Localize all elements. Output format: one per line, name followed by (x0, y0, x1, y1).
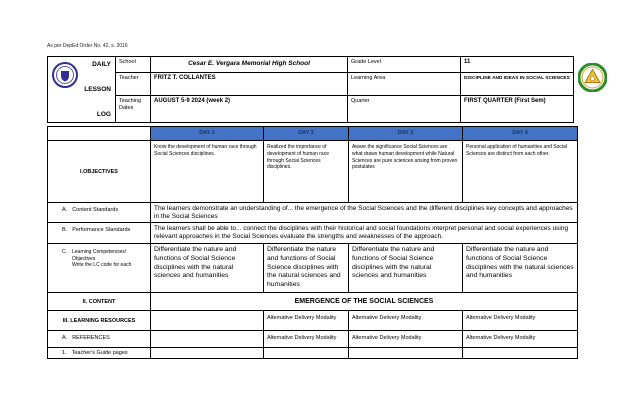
teachers-guide-label: 1. Teacher's Guide pages (48, 348, 151, 359)
competencies-text: Learning Competencies/ Objectives Write … (72, 249, 131, 291)
references-day2: Alternative Delivery Modality (264, 331, 349, 348)
teacher-value: FRITZ T. COLLANTES (151, 73, 348, 96)
competencies-label: C. Learning Competencies/ Objectives Wri… (48, 244, 151, 293)
deped-order-note: As per DepEd Order No. 42, s. 2016 (47, 43, 128, 49)
day-header-3: DAY 3 (349, 127, 463, 141)
header-table: DAILY LESSON LOG School Cesar E. Vergara… (47, 56, 574, 123)
teaching-dates-value: AUGUST 5-9 2024 (week 2) (151, 96, 348, 123)
lesson-log-table: DAY 1 DAY 2 DAY 3 DAY 4 I.OBJECTIVES Kno… (47, 126, 578, 359)
objectives-row-label: I.OBJECTIVES (48, 141, 151, 203)
objective-day2: Realized the importance of development o… (264, 141, 349, 203)
learning-resources-day2: Alternative Delivery Modality (264, 311, 349, 331)
quarter-value: FIRST QUARTER (First Sem) (461, 96, 574, 123)
log-title-line: LOG (96, 111, 111, 118)
day-header-4: DAY 4 (463, 127, 578, 141)
day-header-2: DAY 2 (264, 127, 349, 141)
log-title-line: LESSON (84, 86, 111, 93)
quarter-label: Quarter (348, 96, 461, 123)
objective-day1: Know the development of human race throu… (151, 141, 264, 203)
objective-day3: Aware the significance Social Sciences a… (349, 141, 463, 203)
content-standards-letter: A. (62, 207, 68, 213)
teachers-guide-number: 1. (62, 350, 67, 356)
references-letter: A. (62, 335, 68, 341)
learning-area-label: Learning Area (348, 73, 461, 96)
log-title-line: DAILY (92, 61, 111, 68)
school-value: Cesar E. Vergara Memorial High School (151, 57, 348, 73)
log-title-cell: DAILY LESSON LOG (48, 57, 116, 123)
competencies-label-line: Learning Competencies/ (72, 249, 127, 255)
performance-standards-letter: B. (62, 227, 68, 233)
content-standards-label: A. Content Standards (48, 203, 151, 223)
day-header-1: DAY 1 (151, 127, 264, 141)
competencies-label-line: Objectives (72, 255, 96, 262)
teachers-guide-text: Teacher's Guide pages (71, 350, 128, 356)
teachers-guide-day1 (151, 348, 264, 359)
content-standards-text: Content Standards (72, 207, 119, 213)
competencies-label-line: Write the LC code for each (72, 262, 132, 268)
day-header-spacer (48, 127, 151, 141)
references-day1 (151, 331, 264, 348)
content-standards-value: The learners demonstrate an understandin… (151, 203, 578, 223)
school-seal-icon (577, 62, 608, 97)
references-text: REFERENCES (72, 335, 110, 341)
teachers-guide-day2 (264, 348, 349, 359)
content-row-label: II. CONTENT (48, 293, 151, 311)
teaching-dates-label: Teaching Dates (116, 96, 151, 123)
performance-standards-value: The learners shall be able to... connect… (151, 223, 578, 244)
references-label: A. REFERENCES (48, 331, 151, 348)
learning-resources-day3: Alternative Delivery Modality (349, 311, 463, 331)
competency-day3: Differentiate the nature and functions o… (349, 244, 463, 293)
competency-day1: Differentiate the nature and functions o… (151, 244, 264, 293)
teachers-guide-day3 (349, 348, 463, 359)
content-row-value: EMERGENCE OF THE SOCIAL SCIENCES (151, 293, 578, 311)
competency-day4: Differentiate the nature and functions o… (463, 244, 578, 293)
learning-area-value: DISCIPLINE AND IDEAS IN SOCIAL SCIENCES (461, 73, 574, 96)
references-day3: Alternative Delivery Modality (349, 331, 463, 348)
grade-level-value: 11 (461, 57, 574, 73)
learning-resources-day1 (151, 311, 264, 331)
competencies-letter: C. (62, 249, 67, 255)
grade-level-label: Grade Level (348, 57, 461, 73)
competency-day2: Differentiate the nature and functions o… (264, 244, 349, 293)
learning-resources-day4: Alternative Delivery Modality (463, 311, 578, 331)
performance-standards-text: Performance Standards (72, 227, 131, 233)
teacher-label: Teacher (116, 73, 151, 96)
deped-seal-icon (52, 62, 78, 93)
performance-standards-label: B. Performance Standards (48, 223, 151, 244)
references-day4: Alternative Delivery Modality (463, 331, 578, 348)
learning-resources-label: III. LEARNING RESOURCES (48, 311, 151, 331)
objective-day4: Personal application of humanities and S… (463, 141, 578, 203)
school-label: School (116, 57, 151, 73)
log-title: DAILY LESSON LOG (84, 61, 111, 118)
teachers-guide-day4 (463, 348, 578, 359)
